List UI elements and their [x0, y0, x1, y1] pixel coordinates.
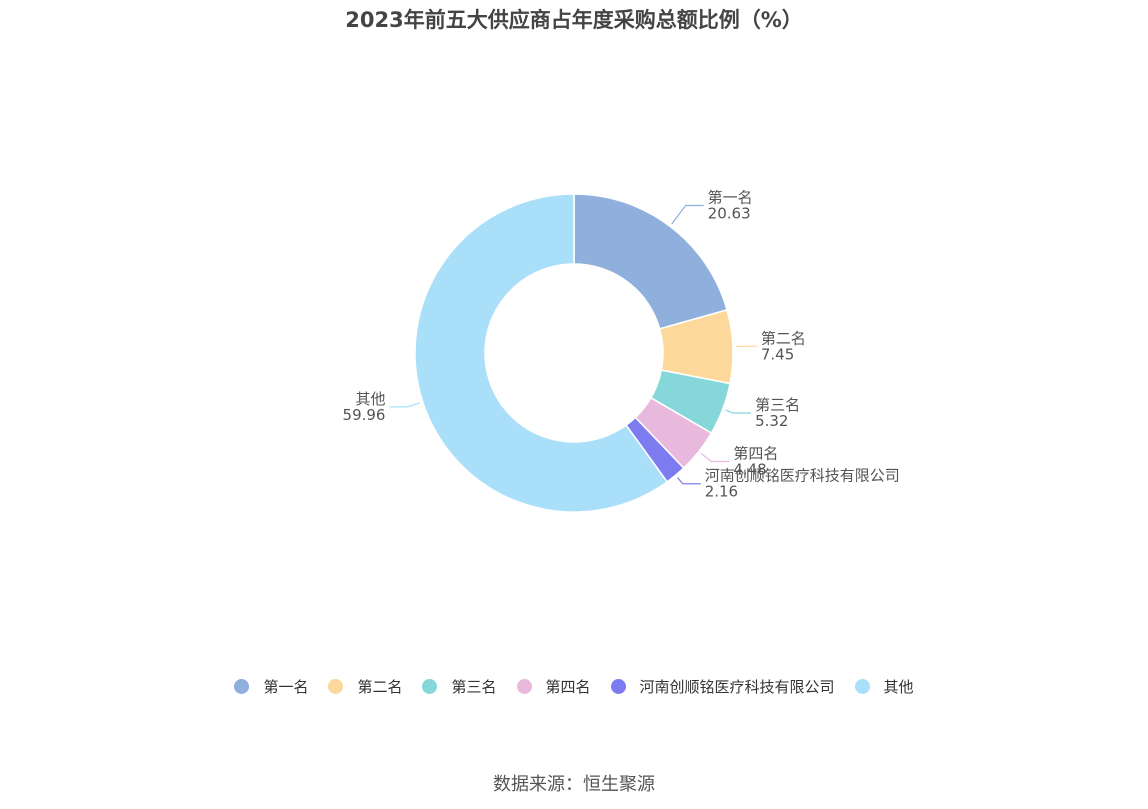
slice-label-其他: 其他: [355, 390, 385, 408]
legend-marker: [234, 679, 250, 694]
leader-line-第一名: [671, 204, 704, 225]
leader-line-第四名: [700, 452, 730, 463]
slice-label-第一名: 第一名: [708, 189, 753, 207]
legend-item-其他[interactable]: 其他: [854, 676, 914, 697]
slice-其他[interactable]: [414, 193, 669, 513]
legend-item-第二名[interactable]: 第二名: [328, 676, 402, 697]
slice-value-第三名: 5.32: [755, 412, 788, 430]
slice-label-第二名: 第二名: [761, 329, 806, 347]
leader-line-第三名: [725, 409, 752, 414]
leader-line-其他: [389, 402, 421, 408]
slices-group: [414, 193, 734, 513]
slice-label-河南创顺铭医疗科技有限公司: 河南创顺铭医疗科技有限公司: [705, 467, 900, 485]
legend-item-第四名[interactable]: 第四名: [516, 676, 591, 697]
legend-marker: [328, 679, 344, 694]
slice-value-河南创顺铭医疗科技有限公司: 2.16: [705, 483, 738, 501]
legend-marker: [610, 679, 626, 694]
slice-第一名[interactable]: [573, 193, 728, 330]
data-source: 数据来源：恒生聚源: [493, 774, 655, 795]
chart-title: 2023年前五大供应商占年度采购总额比例（%）: [345, 8, 803, 32]
legend-label: 第三名: [451, 678, 497, 696]
legend-item-河南创顺铭医疗科技有限公司[interactable]: 河南创顺铭医疗科技有限公司: [610, 676, 835, 697]
legend-label: 第二名: [357, 678, 403, 696]
leader-line-河南创顺铭医疗科技有限公司: [677, 477, 701, 485]
legend-item-第一名[interactable]: 第一名: [234, 676, 308, 697]
legend-marker: [854, 679, 870, 694]
legend-item-第三名[interactable]: 第三名: [422, 676, 497, 697]
slice-value-第一名: 20.63: [708, 205, 751, 223]
legend-label: 其他: [883, 678, 914, 696]
leader-lines-group: [389, 204, 757, 485]
slice-value-第二名: 7.45: [761, 345, 794, 363]
legend-marker: [422, 679, 438, 694]
slice-value-第四名: 4.48: [733, 460, 766, 478]
slice-label-第四名: 第四名: [733, 444, 778, 462]
legend: 第一名 第二名 第三名 第四名 河南创顺铭医疗科技有限公司 其他: [0, 676, 1148, 697]
slice-label-第三名: 第三名: [755, 396, 800, 414]
legend-label: 第一名: [263, 678, 309, 696]
slice-value-其他: 59.96: [343, 406, 386, 424]
legend-label: 第四名: [545, 678, 591, 696]
legend-marker: [516, 679, 532, 694]
legend-label: 河南创顺铭医疗科技有限公司: [639, 678, 835, 696]
